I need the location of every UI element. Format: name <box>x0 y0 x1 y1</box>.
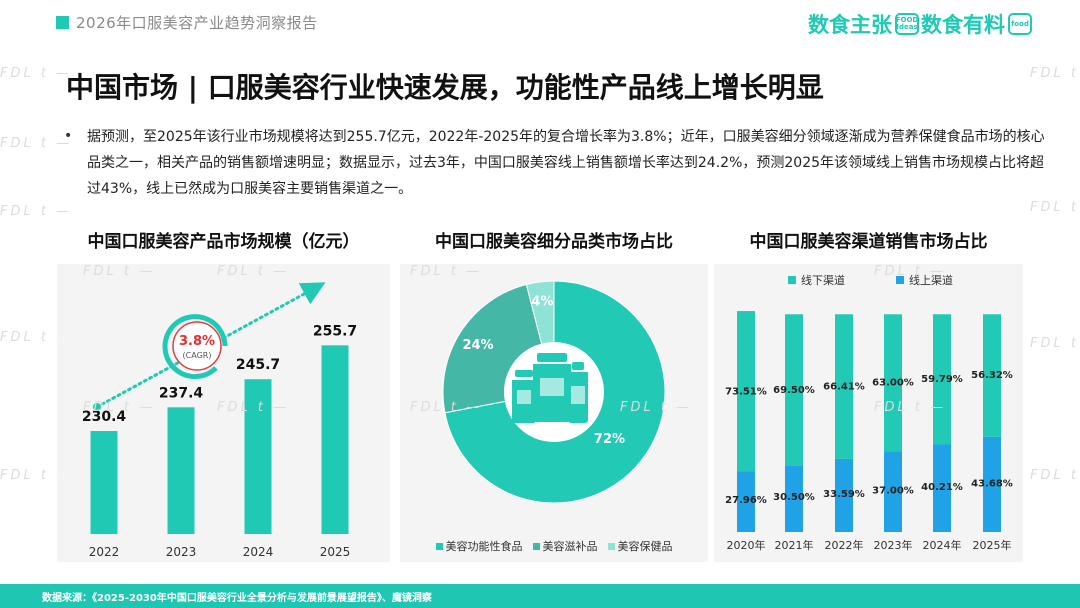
watermark: FDL t — <box>1030 66 1080 81</box>
legend-swatch-online <box>896 276 904 284</box>
brand-2-name: 数食有料 <box>921 13 1005 37</box>
cagr-trend-start-dot <box>93 403 101 411</box>
online-value-label: 37.00% <box>872 485 914 496</box>
offline-bar-2021年 <box>785 314 803 466</box>
x-tick-label: 2022 <box>89 545 120 559</box>
legend-label: 美容功能性食品 <box>445 540 523 553</box>
legend-swatch <box>435 542 443 550</box>
category-legend: 美容功能性食品 美容滋补品 美容保健品 <box>404 538 704 554</box>
market-size-bar-chart: 230.4 237.4 245.7 255.7 2022 2023 2024 2025 3.… <box>82 282 357 559</box>
slice-value-label: 72% <box>594 432 625 447</box>
legend-item: 美容功能性食品 <box>435 538 523 554</box>
offline-value-label: 73.51% <box>725 386 767 397</box>
brand-1-badge: FOOD Ideas <box>895 13 919 35</box>
brand-logo-2: 数食有料 food <box>921 10 1032 38</box>
offline-value-label: 56.32% <box>971 370 1013 381</box>
offline-value-label: 59.79% <box>921 374 963 385</box>
slice-value-label: 4% <box>531 295 553 310</box>
bar-value-label: 255.7 <box>313 323 357 339</box>
watermark: FDL t — <box>0 136 73 151</box>
legend-label: 美容滋补品 <box>542 540 598 553</box>
category-share-chart-panel: FDL t — FDL t — FDL t — 72% 24% 4% <box>400 264 708 562</box>
offline-value-label: 63.00% <box>872 378 914 389</box>
legend-swatch <box>532 542 540 550</box>
channel-share-chart-title: 中国口服美容渠道销售市场占比 <box>749 232 988 252</box>
offline-bar-2025年 <box>983 314 1001 437</box>
channel-stacked-bar-chart: 线下渠道 线上渠道 73.51% 27.96% 69.50% 30.50% 66.41%… <box>725 273 1013 552</box>
online-value-label: 30.50% <box>773 492 815 503</box>
cagr-badge-arc <box>162 314 228 380</box>
brand-1-badge-top: FOOD <box>895 16 919 24</box>
online-bar-2020年 <box>737 471 755 532</box>
x-tick-label: 2025 <box>320 545 351 559</box>
offline-bar-2020年 <box>737 311 755 472</box>
brand-logo-1: 数食主张 FOOD Ideas <box>808 10 919 38</box>
brand-2-badge: food <box>1008 13 1032 35</box>
online-bar-2025年 <box>983 436 1001 532</box>
cagr-trend-arrow <box>95 282 326 409</box>
slice-value-label: 24% <box>462 338 493 353</box>
online-bar-2021年 <box>785 465 803 532</box>
online-value-label: 40.21% <box>921 482 963 493</box>
offline-bar-2024年 <box>933 314 951 445</box>
cagr-label: (CAGR) <box>183 351 212 360</box>
bar-value-label: 245.7 <box>236 357 280 373</box>
legend-item: 美容滋补品 <box>532 538 598 554</box>
cagr-badge <box>172 321 222 371</box>
category-donut-chart: 72% 24% 4% <box>442 280 666 504</box>
x-tick-label: 2021年 <box>775 538 814 552</box>
market-size-chart-panel: FDL t — FDL t — FDL t — FDL t — 230.4 237… <box>57 264 390 562</box>
online-bar-2024年 <box>933 444 951 532</box>
page-title: 中国市场 | 口服美容行业快速发展，功能性产品线上增长明显 <box>66 71 824 104</box>
bar-value-label: 237.4 <box>159 385 204 401</box>
x-tick-label: 2023 <box>166 545 197 559</box>
x-tick-label: 2024 <box>243 545 274 559</box>
watermark: FDL t — <box>1030 336 1080 351</box>
legend-label: 美容保健品 <box>617 540 673 553</box>
x-tick-label: 2020年 <box>727 538 766 552</box>
online-value-label: 43.68% <box>971 478 1013 489</box>
summary-paragraph: 据预测，至2025年该行业市场规模将达到255.7亿元，2022年-2025年的… <box>87 129 1045 197</box>
x-tick-label: 2025年 <box>973 538 1012 552</box>
brand-1-badge-bottom: Ideas <box>896 23 918 31</box>
legend-label-online: 线上渠道 <box>909 273 953 287</box>
watermark: FDL t — <box>1030 468 1080 483</box>
footer-bar: 数据来源：《2025-2030年中国口服美容行业全景分析与发展前景展望报告》、魔… <box>0 584 1080 608</box>
watermark: FDL t — <box>1030 200 1080 215</box>
data-source: 数据来源：《2025-2030年中国口服美容行业全景分析与发展前景展望报告》、魔… <box>42 593 432 604</box>
watermark: FDL t — <box>0 66 73 81</box>
report-title: 2026年口服美容产业趋势洞察报告 <box>76 14 318 32</box>
legend-label-offline: 线下渠道 <box>801 273 845 287</box>
online-value-label: 33.59% <box>823 489 865 500</box>
legend-item: 美容保健品 <box>607 538 673 554</box>
bar-2022 <box>90 431 118 534</box>
channel-share-chart-panel: FDL t — FDL t — 线下渠道 线上渠道 73.51% 27.96% 69… <box>714 264 1023 562</box>
online-value-label: 27.96% <box>725 495 767 506</box>
x-tick-label: 2023年 <box>874 538 913 552</box>
cagr-value: 3.8% <box>179 334 215 349</box>
watermark: FDL t — <box>0 204 73 219</box>
online-bar-2023年 <box>884 451 902 532</box>
bar-2024 <box>244 379 272 534</box>
bar-2025 <box>321 345 349 534</box>
x-tick-label: 2022年 <box>825 538 864 552</box>
title-marker <box>56 16 69 29</box>
online-bar-2022年 <box>835 458 853 532</box>
brand-1-name: 数食主张 <box>808 13 892 37</box>
offline-value-label: 69.50% <box>773 385 815 396</box>
x-tick-label: 2024年 <box>923 538 962 552</box>
brand-2-badge-text: food <box>1011 19 1029 28</box>
market-size-chart-title: 中国口服美容产品市场规模（亿元） <box>87 232 360 252</box>
offline-bar-2023年 <box>884 314 902 452</box>
legend-swatch-offline <box>788 276 796 284</box>
bar-2023 <box>167 407 195 534</box>
legend-swatch <box>607 542 615 550</box>
supplement-bottles-icon <box>512 353 588 423</box>
offline-value-label: 66.41% <box>823 381 865 392</box>
offline-bar-2022年 <box>835 314 853 459</box>
bullet-marker: • <box>64 128 73 144</box>
bar-value-label: 230.4 <box>82 409 127 425</box>
category-share-chart-title: 中国口服美容细分品类市场占比 <box>435 232 673 252</box>
